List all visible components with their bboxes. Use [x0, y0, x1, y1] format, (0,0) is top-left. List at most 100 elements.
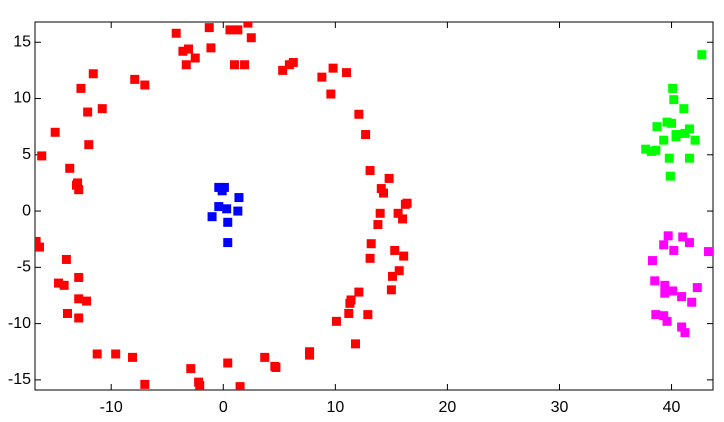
point — [678, 232, 688, 242]
point — [680, 128, 690, 138]
point — [659, 311, 669, 321]
point — [650, 276, 660, 286]
point — [659, 135, 669, 145]
point — [641, 144, 651, 154]
point — [243, 22, 253, 28]
point — [171, 28, 181, 38]
point — [83, 107, 93, 117]
point — [394, 266, 404, 276]
point — [373, 220, 383, 230]
point — [35, 236, 41, 246]
point — [660, 280, 670, 290]
point — [331, 316, 341, 326]
point — [384, 173, 394, 183]
point — [680, 328, 690, 338]
point — [54, 278, 64, 288]
point — [59, 280, 69, 290]
point — [37, 151, 47, 161]
point — [659, 240, 669, 250]
point — [667, 118, 677, 128]
point — [206, 43, 216, 53]
point — [178, 46, 188, 56]
point — [398, 214, 408, 224]
point — [240, 60, 250, 70]
point — [677, 292, 687, 302]
point — [92, 349, 102, 359]
point — [647, 256, 657, 266]
y-tick-label: 0 — [22, 202, 31, 219]
point — [233, 25, 243, 35]
point — [76, 83, 86, 93]
point — [50, 127, 60, 137]
point — [390, 245, 400, 255]
point — [260, 352, 270, 362]
point — [130, 74, 140, 84]
point — [354, 287, 364, 297]
point — [328, 63, 338, 73]
point — [204, 23, 214, 33]
point — [270, 361, 280, 371]
point — [375, 208, 385, 218]
point — [652, 122, 662, 132]
point — [664, 153, 674, 163]
point — [74, 294, 84, 304]
point — [669, 245, 679, 255]
y-tick-label: -15 — [8, 371, 31, 388]
point — [74, 185, 84, 195]
point — [223, 238, 233, 248]
point — [665, 171, 675, 181]
point — [62, 308, 72, 318]
point — [84, 140, 94, 150]
point — [677, 322, 687, 332]
point — [88, 69, 98, 79]
point — [365, 253, 375, 263]
y-tick-label: 15 — [13, 33, 31, 50]
x-tick-label: -10 — [100, 399, 123, 416]
point — [181, 60, 191, 70]
point — [662, 316, 672, 326]
point — [305, 350, 315, 360]
point — [363, 310, 373, 320]
point — [225, 25, 235, 35]
point — [660, 288, 670, 298]
point — [684, 238, 694, 248]
point — [184, 44, 194, 54]
point — [376, 184, 386, 194]
points — [35, 22, 713, 390]
point — [671, 132, 681, 142]
point — [704, 247, 713, 257]
point — [223, 217, 233, 227]
point — [190, 53, 200, 63]
point — [669, 95, 679, 105]
point — [345, 298, 355, 308]
point — [35, 242, 44, 252]
point — [679, 104, 689, 114]
point — [366, 239, 376, 249]
point — [386, 285, 396, 295]
point — [195, 380, 205, 390]
point — [690, 135, 700, 145]
point — [140, 379, 150, 389]
point — [697, 50, 707, 60]
x-tick-label: 0 — [219, 399, 228, 416]
point — [361, 130, 371, 140]
point — [74, 313, 84, 323]
point — [234, 193, 244, 203]
point — [235, 382, 245, 390]
point — [233, 206, 243, 216]
point — [71, 180, 81, 190]
point — [214, 202, 224, 212]
point — [278, 65, 288, 75]
point — [399, 251, 409, 261]
point — [687, 297, 697, 307]
point — [140, 80, 150, 90]
point — [223, 358, 233, 368]
x-tick-label: 20 — [439, 399, 457, 416]
point — [246, 33, 256, 43]
point — [65, 163, 75, 173]
y-tick-label: 5 — [22, 146, 31, 163]
point — [344, 308, 354, 318]
point — [393, 208, 403, 218]
point — [61, 254, 71, 264]
